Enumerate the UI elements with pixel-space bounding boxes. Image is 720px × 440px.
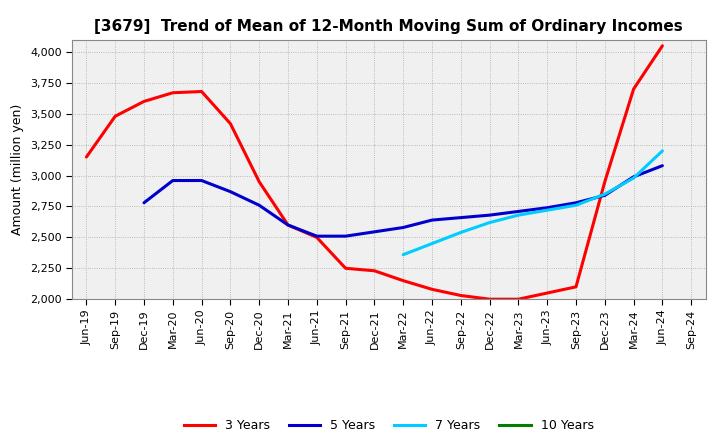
3 Years <box>456 293 465 298</box>
7 Years <box>485 220 494 225</box>
7 Years <box>658 148 667 154</box>
5 Years <box>140 200 148 205</box>
5 Years <box>370 229 379 235</box>
3 Years <box>140 99 148 104</box>
5 Years <box>197 178 206 183</box>
7 Years <box>399 252 408 257</box>
3 Years <box>370 268 379 273</box>
7 Years <box>428 241 436 246</box>
7 Years <box>514 213 523 218</box>
5 Years <box>600 193 609 198</box>
3 Years <box>514 297 523 302</box>
3 Years <box>226 121 235 126</box>
3 Years <box>543 290 552 296</box>
Y-axis label: Amount (million yen): Amount (million yen) <box>12 104 24 235</box>
3 Years <box>284 222 292 227</box>
3 Years <box>111 114 120 119</box>
7 Years <box>572 202 580 208</box>
5 Years <box>572 200 580 205</box>
3 Years <box>428 287 436 292</box>
5 Years <box>168 178 177 183</box>
5 Years <box>226 189 235 194</box>
3 Years <box>572 284 580 290</box>
5 Years <box>658 163 667 169</box>
3 Years <box>629 86 638 92</box>
5 Years <box>543 205 552 210</box>
Line: 5 Years: 5 Years <box>144 166 662 236</box>
5 Years <box>514 209 523 214</box>
5 Years <box>629 174 638 180</box>
3 Years <box>658 43 667 48</box>
5 Years <box>312 234 321 239</box>
3 Years <box>600 179 609 184</box>
3 Years <box>82 154 91 160</box>
5 Years <box>456 215 465 220</box>
5 Years <box>399 225 408 230</box>
Legend: 3 Years, 5 Years, 7 Years, 10 Years: 3 Years, 5 Years, 7 Years, 10 Years <box>179 414 598 437</box>
Line: 3 Years: 3 Years <box>86 46 662 299</box>
3 Years <box>255 179 264 184</box>
3 Years <box>168 90 177 95</box>
7 Years <box>543 208 552 213</box>
7 Years <box>600 191 609 197</box>
3 Years <box>312 235 321 240</box>
5 Years <box>428 217 436 223</box>
Title: [3679]  Trend of Mean of 12-Month Moving Sum of Ordinary Incomes: [3679] Trend of Mean of 12-Month Moving … <box>94 19 683 34</box>
5 Years <box>341 234 350 239</box>
Line: 7 Years: 7 Years <box>403 151 662 255</box>
5 Years <box>284 222 292 227</box>
5 Years <box>255 202 264 208</box>
3 Years <box>197 89 206 94</box>
3 Years <box>399 278 408 283</box>
5 Years <box>485 213 494 218</box>
7 Years <box>629 176 638 181</box>
3 Years <box>341 266 350 271</box>
7 Years <box>456 230 465 235</box>
3 Years <box>485 297 494 302</box>
